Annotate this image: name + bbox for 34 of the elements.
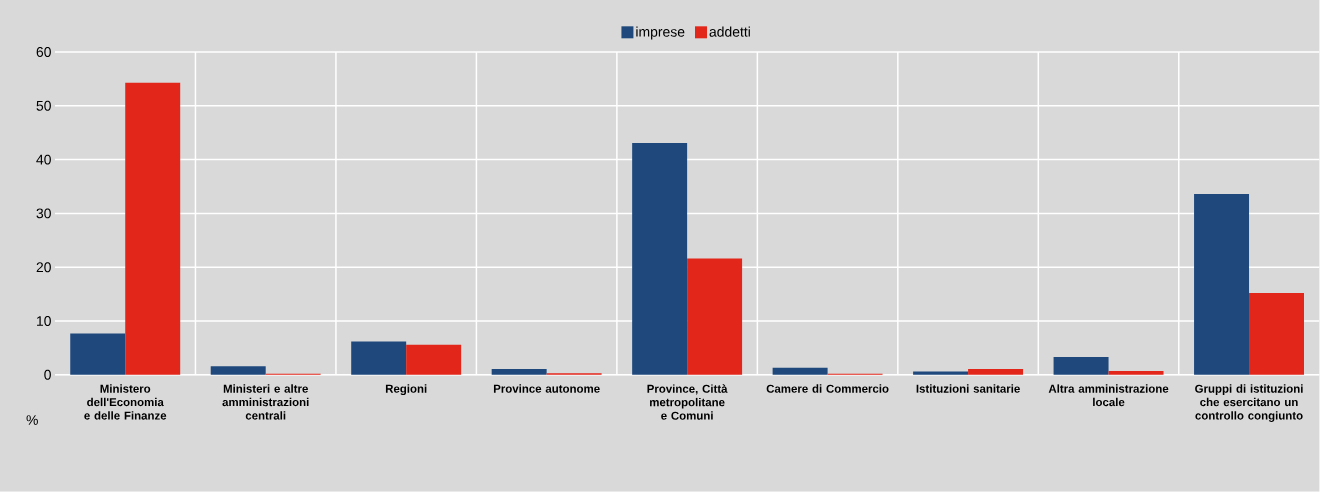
bar: [687, 258, 743, 375]
bar: [210, 366, 266, 375]
y-axis-title: %: [26, 415, 38, 425]
bar: [70, 333, 126, 375]
bar: [1249, 293, 1304, 375]
y-tick-label: 20: [36, 262, 51, 273]
y-tick-label: 0: [44, 369, 51, 380]
y-tick-label: 60: [36, 47, 51, 58]
y-tick-label: 30: [36, 208, 51, 219]
bar: [968, 369, 1024, 375]
bar: [1194, 194, 1250, 375]
bar: [491, 369, 547, 375]
x-tick-label: Regioni: [385, 384, 427, 396]
legend-label: imprese: [636, 26, 685, 40]
legend-label: addetti: [709, 26, 750, 37]
x-tick-label: Camere di Commercio: [766, 384, 889, 393]
y-tick-label: 10: [37, 316, 51, 327]
bar: [1053, 357, 1109, 375]
x-tick-label: Altra amministrazione locale: [1048, 384, 1169, 407]
bar: [913, 371, 969, 375]
y-tick-label: 50: [36, 100, 51, 111]
bar: [125, 82, 181, 375]
x-tick-label: Istituzioni sanitarie: [916, 384, 1020, 393]
x-tick-label: Ministeri e altre amministrazioni centrali: [222, 384, 309, 420]
y-tick-label: 40: [36, 154, 51, 165]
x-tick-label: Province, Città metropolitane e Comuni: [647, 384, 728, 420]
bar: [772, 367, 828, 375]
x-tick-label: Province autonome: [493, 384, 600, 393]
bar: [351, 341, 407, 375]
bar: [406, 344, 462, 375]
bar: [632, 143, 688, 375]
x-tick-label: Ministero dell'Economia e delle Finanze: [84, 384, 167, 420]
bar: [1108, 371, 1164, 375]
x-tick-label: Gruppi di istituzioni che esercitano un controllo congiunto: [1195, 384, 1303, 423]
